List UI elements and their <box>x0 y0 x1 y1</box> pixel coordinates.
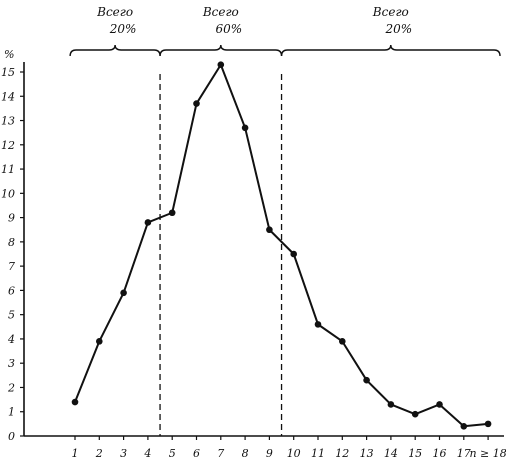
data-point <box>168 209 176 217</box>
y-tick-label: 2 <box>7 381 15 394</box>
x-tick-label: 10 <box>287 447 301 460</box>
group-label-top: Всего <box>372 5 409 19</box>
y-tick-label: 15 <box>1 66 15 79</box>
data-point <box>144 219 152 226</box>
group-brace <box>280 44 501 57</box>
x-tick-label: 13 <box>360 447 374 460</box>
data-point <box>290 250 298 258</box>
group-label-percent: 20% <box>384 22 412 36</box>
y-tick-label: 1 <box>8 406 15 419</box>
data-point <box>460 422 468 430</box>
x-tick-label: 2 <box>95 447 103 460</box>
group-label-percent: 60% <box>215 22 242 36</box>
x-tick-label: 6 <box>193 447 200 460</box>
y-tick-label: 8 <box>8 236 15 249</box>
data-point <box>96 338 103 345</box>
y-tick-label: 7 <box>8 260 15 273</box>
y-tick-label: 5 <box>8 309 15 322</box>
data-point <box>120 289 127 297</box>
y-tick-label: 6 <box>8 284 15 297</box>
data-point <box>241 124 249 132</box>
y-tick-label: 10 <box>1 187 15 200</box>
x-tick-label: 12 <box>335 447 349 460</box>
data-point <box>339 338 346 345</box>
y-tick-label: 12 <box>1 139 15 152</box>
data-point <box>387 401 395 408</box>
x-tick-label: 8 <box>242 447 249 460</box>
group-brace <box>159 44 283 57</box>
group-label-top: Всего <box>202 5 239 19</box>
x-tick-label: 5 <box>169 447 176 460</box>
group-label-top: Всего <box>96 5 133 19</box>
y-tick-label: 11 <box>1 163 15 176</box>
x-tick-label: 7 <box>217 447 224 460</box>
group-label-percent: 20% <box>109 22 137 36</box>
x-tick-label: 11 <box>311 447 325 460</box>
data-point <box>484 420 492 428</box>
x-tick-label: 4 <box>143 447 151 460</box>
data-point <box>363 376 370 384</box>
data-point <box>217 61 225 69</box>
group-dividers <box>159 74 283 436</box>
group-braces: Всего 20% Всего 60% Всего 20% <box>69 5 501 57</box>
x-tick-label: 9 <box>266 447 273 460</box>
y-axis-unit-label: % <box>4 48 14 61</box>
x-tick-label: 3 <box>120 447 127 460</box>
x-tick-label: 15 <box>408 447 422 460</box>
data-point <box>411 410 419 418</box>
data-point <box>314 321 322 328</box>
x-tick-label: 17 <box>457 447 471 460</box>
data-point <box>436 401 443 408</box>
series-line <box>74 63 489 428</box>
x-tick-label: 16 <box>433 447 447 460</box>
data-point <box>266 226 273 234</box>
data-point <box>71 398 79 406</box>
x-tick-label: 14 <box>384 447 398 460</box>
y-tick-label: 4 <box>7 333 15 346</box>
y-tick-label: 3 <box>8 357 15 370</box>
x-tick-label: 1 <box>72 447 79 460</box>
x-tick-label: n ≥ 18 <box>469 447 506 460</box>
y-tick-label: 13 <box>1 115 15 128</box>
y-tick-label: 9 <box>8 212 15 225</box>
data-point <box>193 100 200 107</box>
x-ticks: 1 2 3 4 5 6 7 8 9 10 11 12 13 14 15 16 17n ≥ 18 <box>72 436 506 460</box>
group-brace <box>69 44 161 57</box>
y-tick-label: 0 <box>8 430 15 443</box>
y-tick-label: 14 <box>1 90 15 103</box>
data-series <box>71 61 492 430</box>
